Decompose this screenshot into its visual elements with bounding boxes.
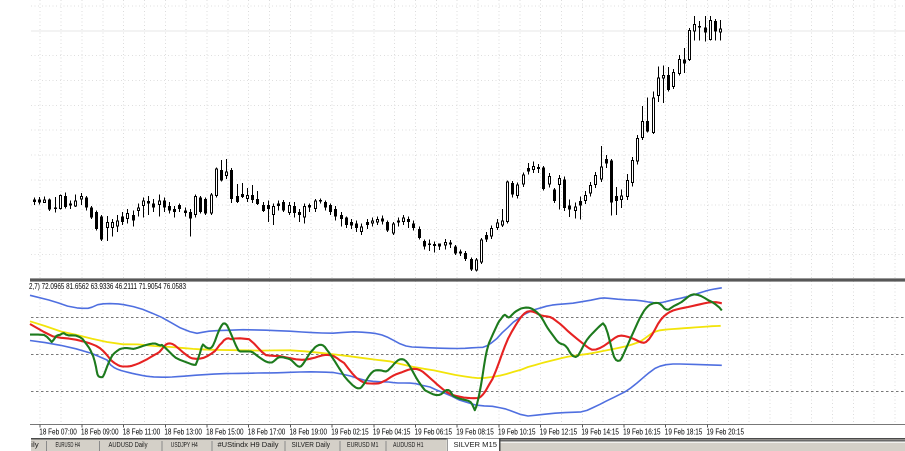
svg-text:2,7) 72.0965 81.6562 63.9336 4: 2,7) 72.0965 81.6562 63.9336 46.2111 71.… [29, 281, 186, 291]
svg-text:19 Feb 20:15: 19 Feb 20:15 [707, 427, 745, 436]
svg-text:19 Feb 12:15: 19 Feb 12:15 [540, 427, 578, 436]
svg-text:18 Feb 07:00: 18 Feb 07:00 [39, 427, 77, 436]
svg-text:#UStindx H9 Daily: #UStindx H9 Daily [218, 440, 279, 449]
svg-text:19 Feb 16:15: 19 Feb 16:15 [623, 427, 661, 436]
svg-text:AUDUSD H1: AUDUSD H1 [393, 440, 424, 449]
svg-text:USDJPY H4: USDJPY H4 [171, 440, 198, 449]
svg-text:19 Feb 06:15: 19 Feb 06:15 [415, 427, 453, 436]
svg-text:EURUSD H4: EURUSD H4 [56, 440, 81, 449]
svg-text:18 Feb 15:00: 18 Feb 15:00 [206, 427, 244, 436]
svg-text:SILVER Daily: SILVER Daily [292, 440, 331, 449]
svg-text:19 Feb 04:15: 19 Feb 04:15 [373, 427, 411, 436]
svg-text:18 Feb 19:00: 18 Feb 19:00 [290, 427, 328, 436]
svg-text:19 Feb 02:15: 19 Feb 02:15 [331, 427, 369, 436]
svg-text:AUDUSD Daily: AUDUSD Daily [109, 440, 148, 449]
svg-text:ily: ily [31, 440, 39, 449]
svg-text:18 Feb 17:00: 18 Feb 17:00 [248, 427, 286, 436]
svg-text:19 Feb 08:15: 19 Feb 08:15 [456, 427, 494, 436]
svg-text:19 Feb 18:15: 19 Feb 18:15 [665, 427, 703, 436]
svg-text:EURUSD M1: EURUSD M1 [347, 440, 379, 449]
svg-text:19 Feb 14:15: 19 Feb 14:15 [581, 427, 619, 436]
svg-text:19 Feb 10:15: 19 Feb 10:15 [498, 427, 536, 436]
svg-text:18 Feb 09:00: 18 Feb 09:00 [81, 427, 119, 436]
svg-text:18 Feb 13:00: 18 Feb 13:00 [164, 427, 202, 436]
svg-text:SILVER M15: SILVER M15 [454, 440, 498, 449]
svg-text:18 Feb 11:00: 18 Feb 11:00 [123, 427, 161, 436]
